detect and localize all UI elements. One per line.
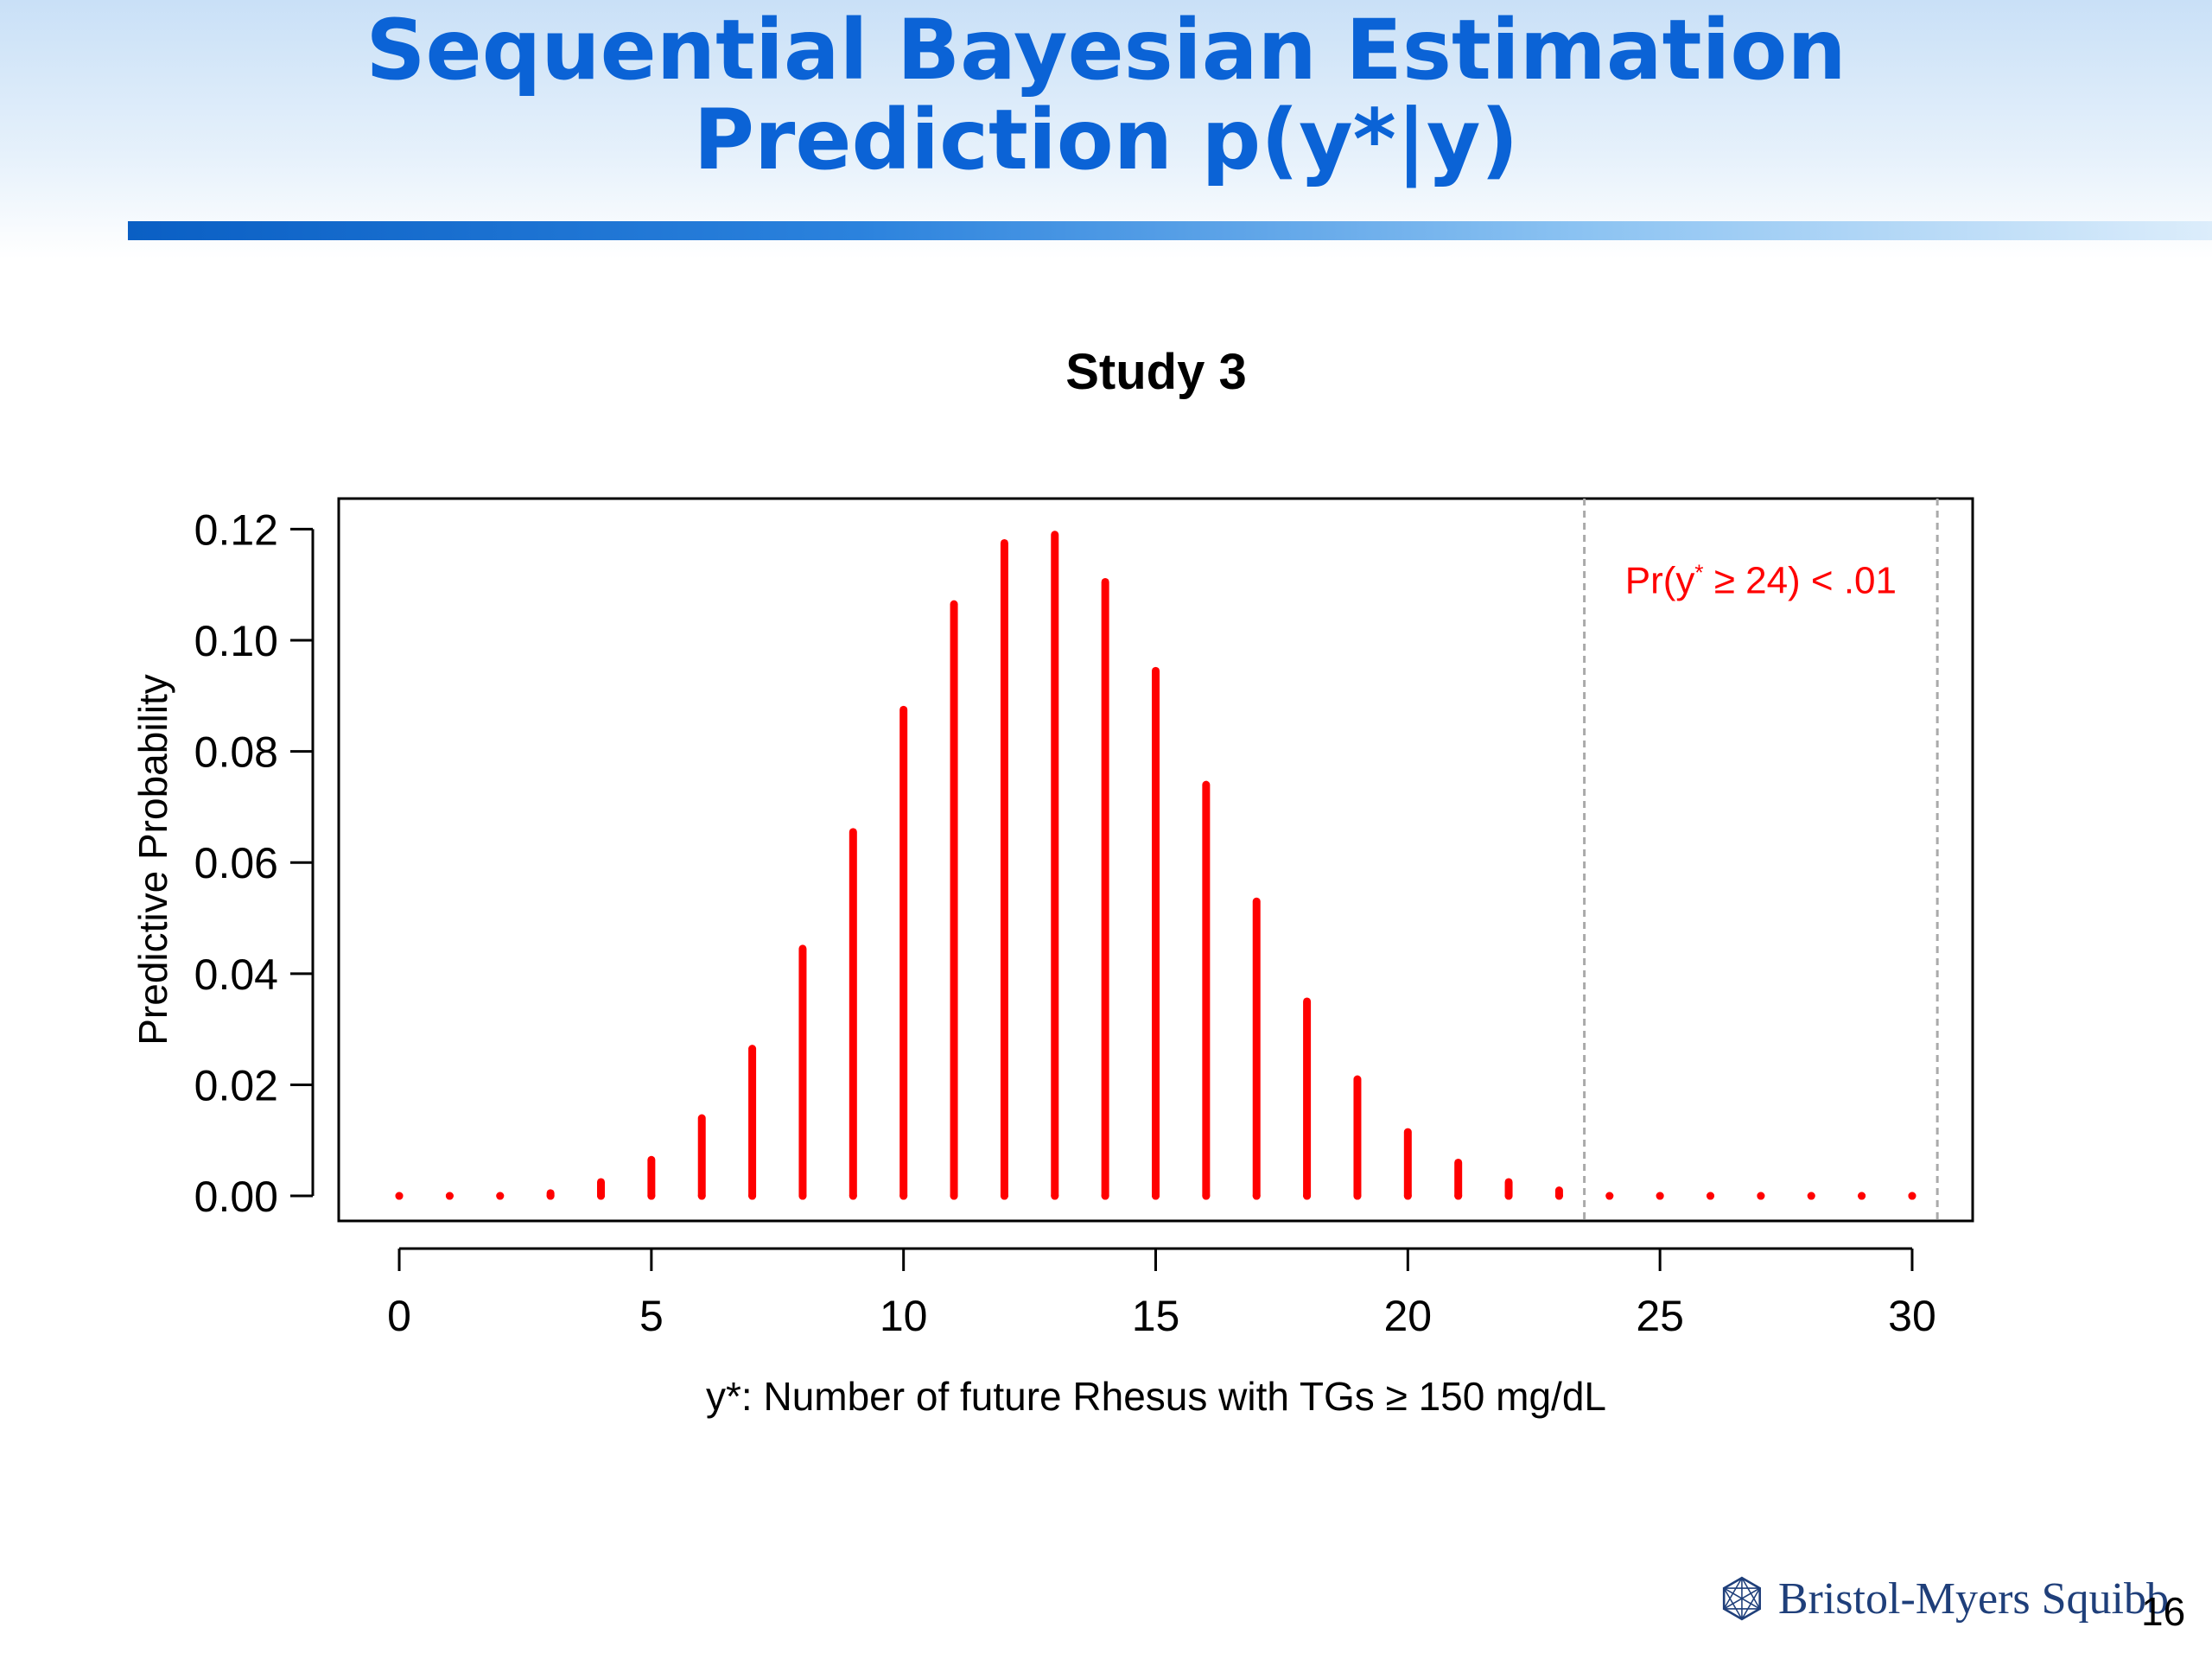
- bar-29: [1858, 1192, 1866, 1200]
- y-tick-label: 0.08: [194, 728, 278, 777]
- bar-3: [546, 1189, 555, 1200]
- bar-25: [1656, 1192, 1664, 1200]
- bar-10: [899, 705, 908, 1200]
- bar-22: [1504, 1178, 1513, 1200]
- bar-16: [1202, 780, 1211, 1200]
- bar-28: [1807, 1192, 1815, 1200]
- chart-title: Study 3: [1065, 344, 1247, 400]
- x-tick-label: 15: [1132, 1292, 1180, 1340]
- x-axis-label: y*: Number of future Rhesus with TGs ≥ 1…: [706, 1374, 1606, 1419]
- x-tick-label: 25: [1636, 1292, 1684, 1340]
- y-tick-label: 0.04: [194, 950, 278, 999]
- bar-6: [697, 1114, 706, 1200]
- slide-title-line-1: Sequential Bayesian Estimation: [365, 2, 1847, 99]
- bar-8: [798, 944, 807, 1200]
- bar-23: [1554, 1186, 1563, 1200]
- bms-star-logo-icon: [1722, 1576, 1762, 1621]
- bar-5: [647, 1155, 656, 1200]
- y-tick-label: 0.10: [194, 617, 278, 665]
- bar-chart: Study 3 0.00 0.02 0.04 0.06 0.08 0.10 0.12 0 5 10 1…: [130, 344, 1974, 1419]
- bar-21: [1454, 1158, 1463, 1200]
- bar-26: [1707, 1192, 1715, 1200]
- y-tick-label: 0.02: [194, 1061, 278, 1109]
- x-tick-label: 20: [1384, 1292, 1433, 1340]
- bar-1: [445, 1192, 454, 1200]
- bar-7: [748, 1045, 757, 1200]
- bar-0: [395, 1192, 404, 1200]
- x-tick-label: 5: [639, 1292, 664, 1340]
- x-tick-label: 10: [880, 1292, 928, 1340]
- bar-20: [1403, 1128, 1412, 1200]
- bar-30: [1908, 1192, 1916, 1200]
- bar-13: [1051, 531, 1059, 1200]
- page-number: 16: [2141, 1589, 2186, 1634]
- bar-15: [1152, 666, 1160, 1200]
- x-tick-label: 0: [387, 1292, 411, 1340]
- plot-frame: [337, 497, 1974, 1223]
- title-underline-bar: [128, 221, 2212, 240]
- bar-4: [596, 1178, 605, 1200]
- bar-12: [1000, 538, 1008, 1200]
- y-axis-label: Predictive Probability: [130, 674, 175, 1046]
- bar-24: [1605, 1192, 1614, 1200]
- slide-title: Sequential Bayesian Estimation Predictio…: [0, 0, 2212, 185]
- bar-2: [496, 1192, 505, 1200]
- bar-9: [849, 828, 857, 1200]
- slide-title-line-2: Prediction p(y*|y): [693, 92, 1519, 188]
- bar-17: [1252, 897, 1261, 1200]
- bar-19: [1353, 1075, 1362, 1200]
- bar-18: [1303, 997, 1312, 1200]
- bar-27: [1757, 1192, 1765, 1200]
- y-tick-label: 0.00: [194, 1173, 278, 1221]
- probability-annotation: Pr(y* ≥ 24) < .01: [1625, 559, 1897, 601]
- bar-11: [950, 600, 958, 1200]
- x-tick-label: 30: [1888, 1292, 1936, 1340]
- bar-14: [1101, 577, 1109, 1200]
- header-background: [0, 0, 2212, 259]
- brand-footer: Bristol-Myers Squibb: [1719, 1560, 2169, 1637]
- y-tick-label: 0.06: [194, 839, 278, 887]
- y-tick-label: 0.12: [194, 505, 278, 554]
- brand-name: Bristol-Myers Squibb: [1777, 1573, 2169, 1624]
